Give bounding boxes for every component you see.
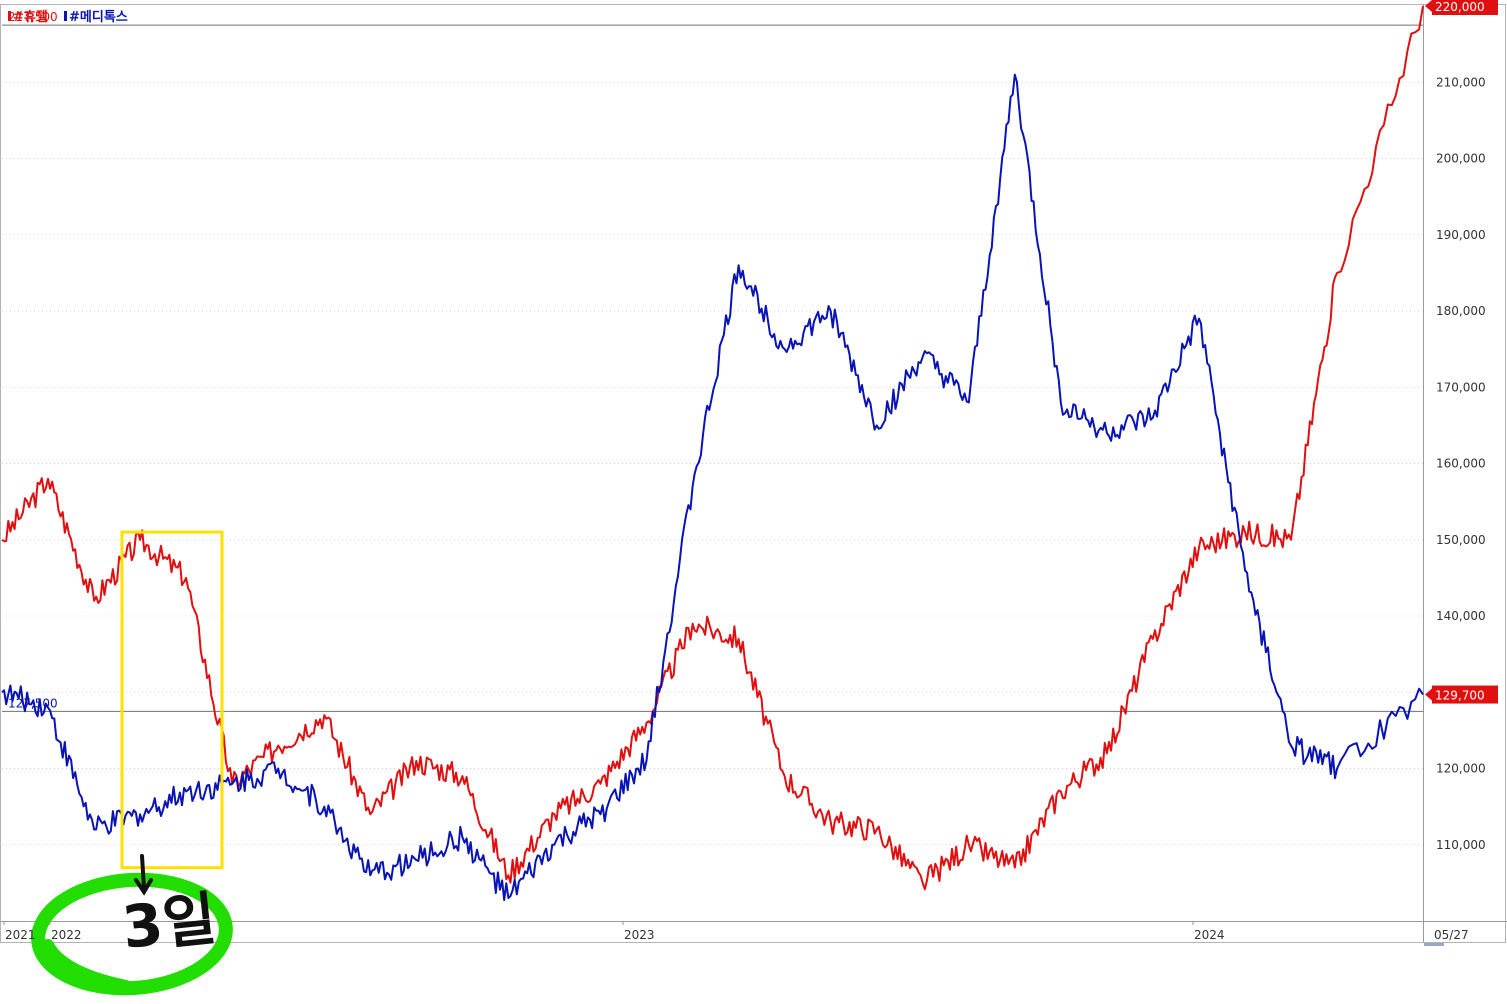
badge-pointer bbox=[1425, 688, 1432, 701]
y-grid bbox=[2, 81, 1423, 846]
handwritten-note: 3일 bbox=[119, 884, 219, 961]
badge-box bbox=[1432, 0, 1498, 15]
legend-swatch bbox=[8, 11, 11, 21]
legend-swatch bbox=[64, 11, 67, 21]
series-lines bbox=[1, 5, 1424, 902]
legend-label: #메디톡스 bbox=[69, 9, 128, 25]
x-end-label: 05/27 bbox=[1434, 928, 1469, 942]
y-tick-label: 110,000 bbox=[1436, 838, 1486, 852]
legend: #휴젤 #메디톡스 bbox=[8, 9, 128, 25]
badge-label: 129,700 bbox=[1435, 689, 1485, 703]
series-line-1 bbox=[1, 73, 1424, 902]
y-tick-label: 140,000 bbox=[1436, 609, 1486, 623]
green-circle-tail bbox=[42, 939, 132, 992]
badge-label: 220,000 bbox=[1435, 0, 1485, 14]
highlight-box bbox=[120, 530, 224, 870]
last-value-badges: 220,000 129,700 bbox=[1425, 0, 1498, 704]
y-tick-label: 190,000 bbox=[1436, 228, 1486, 242]
x-tick-label: 2023 bbox=[624, 928, 655, 942]
chart-frame bbox=[0, 4, 1507, 946]
annotations: 3일 bbox=[31, 530, 233, 996]
badge-box bbox=[1432, 685, 1498, 704]
x-tick-label: 2024 bbox=[1194, 928, 1225, 942]
badge-pointer bbox=[1425, 0, 1432, 12]
x-tick-label: 2022 bbox=[51, 928, 82, 942]
x-axis: 2021 2022 2023 2024 05/27 bbox=[3, 921, 1469, 942]
down-arrow bbox=[134, 854, 153, 896]
chart-border bbox=[0, 4, 1506, 943]
y-tick-label: 200,000 bbox=[1436, 152, 1486, 166]
reference-label: 217,500 bbox=[8, 10, 58, 24]
y-tick-label: 120,000 bbox=[1436, 762, 1486, 776]
green-circle bbox=[31, 872, 233, 996]
x-tick-label: 2021 bbox=[5, 928, 36, 942]
legend-label: #휴젤 bbox=[13, 9, 48, 25]
y-tick-label: 170,000 bbox=[1436, 380, 1486, 394]
y-tick-label: 160,000 bbox=[1436, 457, 1486, 471]
y-tick-label: 180,000 bbox=[1436, 304, 1486, 318]
scroll-thumb bbox=[1424, 943, 1444, 946]
y-tick-label: 210,000 bbox=[1436, 75, 1486, 89]
y-tick-label: 150,000 bbox=[1436, 533, 1486, 547]
